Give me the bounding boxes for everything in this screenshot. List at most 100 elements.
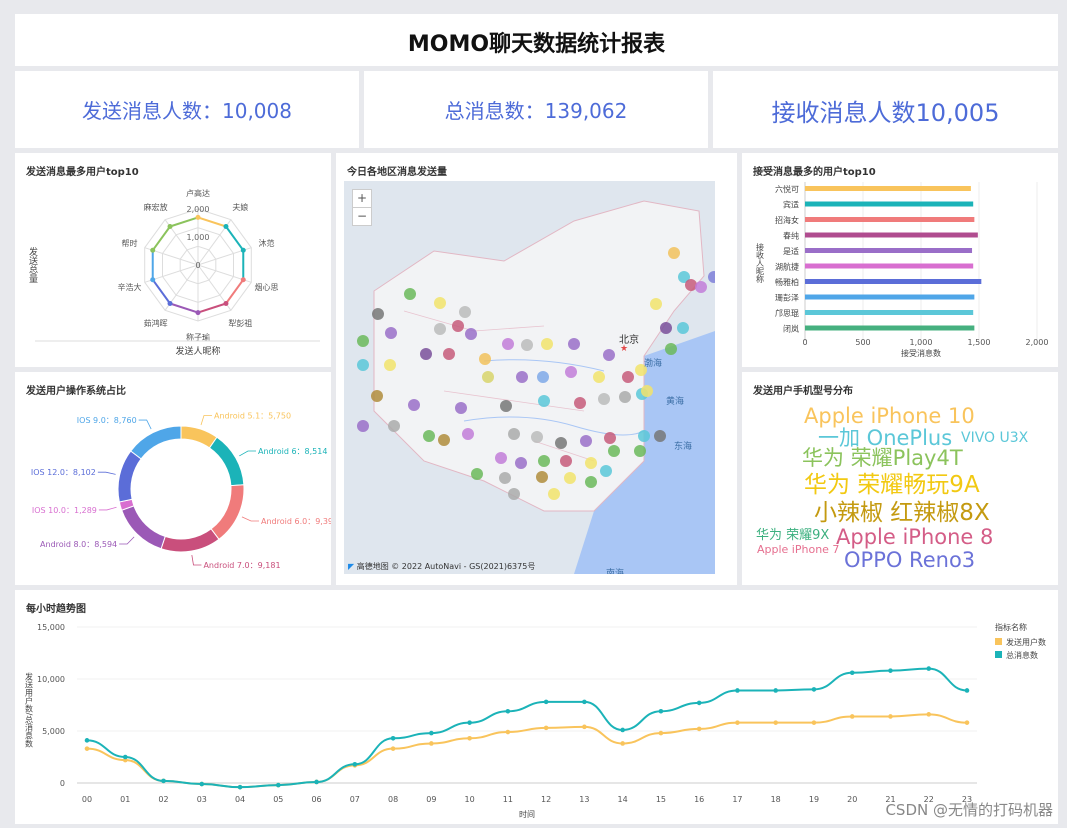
donut-chart[interactable]: Android 5.1：5,750 Android 6：8,514 Android …	[15, 372, 331, 585]
bar[interactable]	[805, 325, 975, 331]
map-region-dot[interactable]	[635, 364, 647, 376]
map-region-dot[interactable]	[538, 455, 550, 467]
trend-point[interactable]	[199, 781, 205, 787]
trend-point[interactable]	[467, 735, 472, 741]
radar-chart[interactable]: 01,0002,000卢高达夫娘沐范烟心思犁彭祖称子瑜茹鸿晖辛浩大帮时麻宏放发送…	[15, 153, 331, 367]
map-region-dot[interactable]	[564, 472, 576, 484]
trend-point[interactable]	[122, 754, 128, 760]
donut-slice[interactable]	[117, 450, 142, 503]
map-region-dot[interactable]	[634, 445, 646, 457]
trend-point[interactable]	[543, 725, 549, 731]
map-region-dot[interactable]	[708, 271, 715, 283]
bar[interactable]	[805, 263, 974, 269]
trend-point[interactable]	[696, 726, 702, 732]
radar-point[interactable]	[240, 247, 246, 253]
map-region-dot[interactable]	[495, 452, 507, 464]
bar-chart[interactable]: 0 500 1,000 1,500 2,000 六悦可宾适招海女春纯是适湖航捷畅雅柏珊彭泽…	[742, 153, 1058, 367]
map-region-dot[interactable]	[372, 308, 384, 320]
map-region-dot[interactable]	[678, 271, 690, 283]
map-region-dot[interactable]	[608, 445, 620, 457]
map-region-dot[interactable]	[500, 400, 512, 412]
bar[interactable]	[805, 201, 974, 207]
trend-point[interactable]	[658, 708, 664, 714]
map-region-dot[interactable]	[508, 428, 520, 440]
map-region-dot[interactable]	[515, 457, 527, 469]
bar[interactable]	[805, 232, 978, 238]
map-region-dot[interactable]	[462, 428, 474, 440]
trend-point[interactable]	[505, 729, 511, 735]
map-region-dot[interactable]	[660, 322, 672, 334]
map-region-dot[interactable]	[371, 390, 383, 402]
trend-point[interactable]	[773, 688, 778, 693]
map-region-dot[interactable]	[650, 298, 662, 310]
bar[interactable]	[805, 294, 975, 300]
trend-point[interactable]	[429, 741, 434, 746]
trend-point[interactable]	[352, 761, 358, 767]
trend-point[interactable]	[888, 668, 893, 673]
map-region-dot[interactable]	[600, 465, 612, 477]
trend-point[interactable]	[811, 687, 817, 692]
map-region-dot[interactable]	[665, 343, 677, 355]
map-region-dot[interactable]	[404, 288, 416, 300]
map-region-dot[interactable]	[538, 395, 550, 407]
map-region-dot[interactable]	[508, 488, 520, 500]
map-canvas[interactable]: ★	[344, 181, 715, 574]
radar-point[interactable]	[167, 301, 173, 307]
donut-slice[interactable]	[160, 528, 220, 553]
trend-point[interactable]	[582, 699, 587, 705]
trend-point[interactable]	[429, 730, 434, 736]
map-region-dot[interactable]	[541, 338, 553, 350]
map-region-dot[interactable]	[408, 399, 420, 411]
map-region-dot[interactable]	[516, 371, 528, 383]
trend-point[interactable]	[773, 720, 778, 725]
map-region-dot[interactable]	[568, 338, 580, 350]
map-region-dot[interactable]	[585, 476, 597, 488]
map-region-dot[interactable]	[585, 457, 597, 469]
trend-point[interactable]	[84, 746, 90, 751]
map-region-dot[interactable]	[619, 391, 631, 403]
map-region-dot[interactable]	[565, 366, 577, 378]
trend-legend-swatch[interactable]	[995, 638, 1002, 645]
map-region-dot[interactable]	[438, 434, 450, 446]
map-region-dot[interactable]	[434, 297, 446, 309]
trend-point[interactable]	[543, 699, 549, 705]
trend-point[interactable]	[735, 720, 740, 725]
map-region-dot[interactable]	[434, 323, 446, 335]
trend-point[interactable]	[84, 738, 90, 743]
trend-point[interactable]	[620, 727, 625, 733]
radar-point[interactable]	[150, 247, 156, 253]
map-region-dot[interactable]	[604, 432, 616, 444]
map-region-dot[interactable]	[482, 371, 494, 383]
radar-point[interactable]	[150, 277, 156, 283]
map-region-dot[interactable]	[677, 322, 689, 334]
trend-point[interactable]	[276, 782, 281, 788]
map-region-dot[interactable]	[521, 339, 533, 351]
trend-point[interactable]	[964, 688, 970, 693]
map-region-dot[interactable]	[423, 430, 435, 442]
map-region-dot[interactable]	[536, 471, 548, 483]
trend-point[interactable]	[582, 724, 587, 730]
trend-point[interactable]	[926, 712, 932, 717]
map-region-dot[interactable]	[357, 335, 369, 347]
trend-point[interactable]	[926, 666, 932, 671]
radar-point[interactable]	[167, 223, 173, 229]
map-region-dot[interactable]	[502, 338, 514, 350]
map-region-dot[interactable]	[452, 320, 464, 332]
map-region-dot[interactable]	[668, 247, 680, 259]
map-region-dot[interactable]	[357, 359, 369, 371]
map-region-dot[interactable]	[384, 359, 396, 371]
map-region-dot[interactable]	[385, 327, 397, 339]
bar[interactable]	[805, 248, 973, 253]
trend-point[interactable]	[467, 720, 472, 725]
trend-point[interactable]	[314, 779, 319, 785]
trend-point[interactable]	[696, 700, 702, 706]
trend-point[interactable]	[390, 746, 396, 751]
map-region-dot[interactable]	[560, 455, 572, 467]
map-region-dot[interactable]	[357, 420, 369, 432]
zoom-out-button[interactable]: −	[352, 207, 372, 226]
trend-point[interactable]	[811, 720, 817, 725]
map-region-dot[interactable]	[555, 437, 567, 449]
trend-point[interactable]	[620, 741, 625, 746]
map-region-dot[interactable]	[443, 348, 455, 360]
bar[interactable]	[805, 279, 982, 284]
